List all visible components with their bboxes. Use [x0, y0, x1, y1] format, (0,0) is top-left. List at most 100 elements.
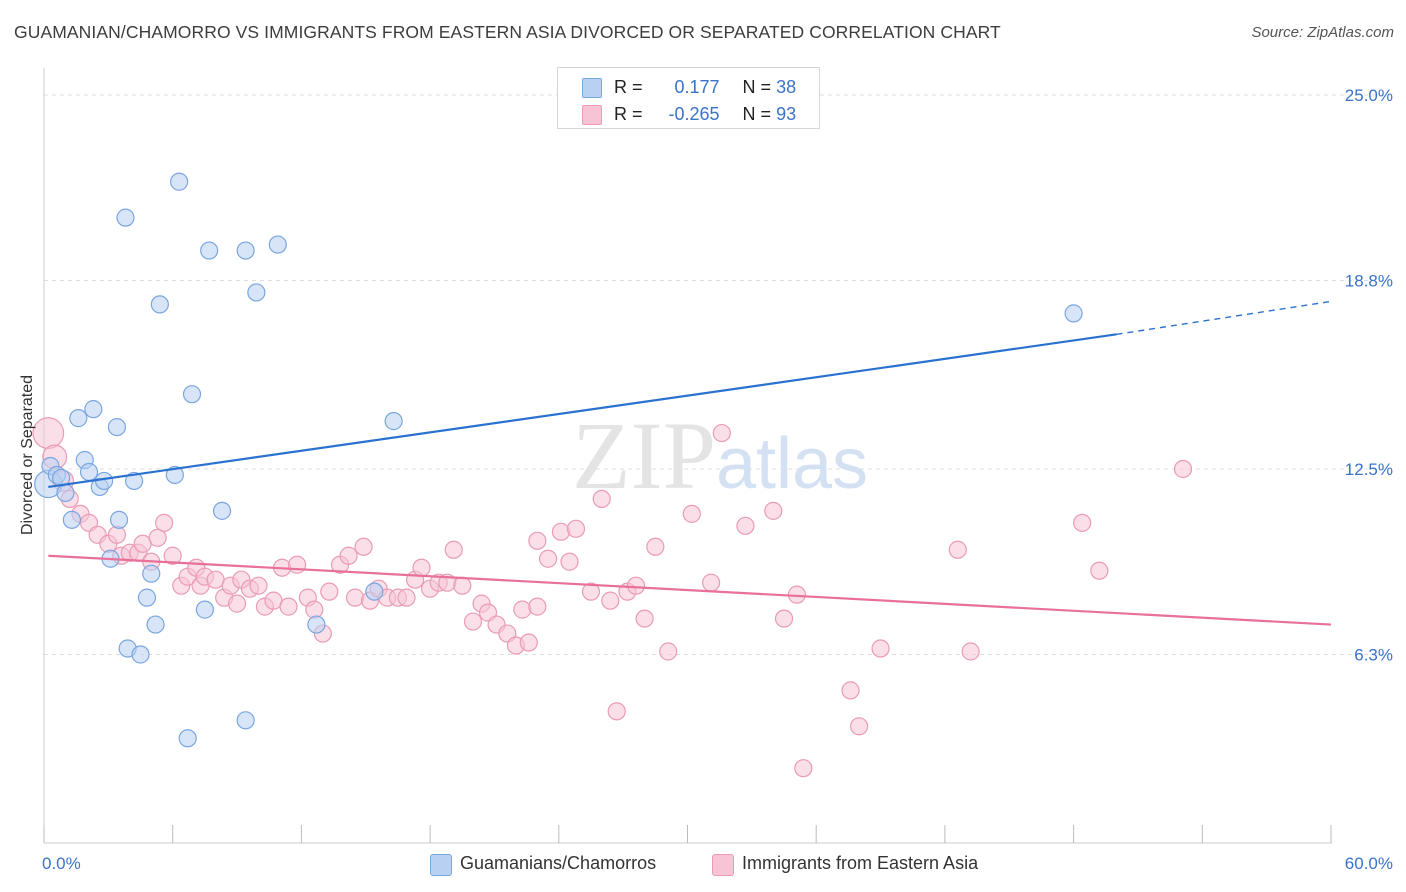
- data-point: [182, 385, 202, 404]
- data-point: [444, 540, 463, 559]
- data-point: [155, 513, 174, 532]
- data-point: [736, 516, 755, 535]
- trend-lines: [48, 300, 1332, 626]
- data-point: [607, 702, 626, 721]
- data-point: [288, 555, 307, 574]
- data-point: [646, 537, 665, 556]
- data-point: [1064, 304, 1083, 323]
- data-point: [519, 633, 538, 652]
- legend-label: Guamanians/Chamorros: [460, 853, 657, 873]
- data-point: [345, 588, 365, 607]
- x-tick-label-min: 0.0%: [42, 854, 81, 873]
- data-point: [124, 471, 144, 491]
- data-point: [1090, 561, 1109, 580]
- data-point: [84, 400, 103, 419]
- legend-text-blue: R = 0.177 N = 38: [614, 77, 796, 98]
- data-point: [1173, 459, 1193, 479]
- r-value: -0.265: [668, 104, 720, 124]
- data-point: [528, 531, 547, 550]
- data-point: [94, 471, 114, 491]
- legend-swatch-pink: [712, 854, 734, 876]
- n-value: 38: [776, 77, 797, 97]
- chart-title: GUAMANIAN/CHAMORRO VS IMMIGRANTS FROM EA…: [14, 22, 1001, 42]
- data-point: [305, 600, 324, 619]
- y-axis-label: Divorced or Separated: [19, 374, 36, 536]
- x-tick-label-max: 60.0%: [1345, 854, 1393, 873]
- data-point: [79, 462, 99, 482]
- data-point: [56, 483, 75, 503]
- legend-swatch-blue: [582, 78, 602, 98]
- data-point: [682, 504, 701, 523]
- tick-labels: 6.3% 12.5% 18.8% 25.0% 0.0% 60.0%: [42, 86, 1393, 873]
- data-point: [212, 501, 232, 520]
- data-point: [948, 540, 967, 559]
- data-point: [163, 546, 182, 565]
- data-point: [142, 564, 161, 583]
- pink-series-points: [32, 417, 1193, 778]
- legend-label: Immigrants from Eastern Asia: [742, 853, 979, 873]
- trend-line-pink: [48, 554, 1332, 626]
- n-label: N =: [742, 77, 772, 97]
- grid-lines: [44, 94, 1390, 655]
- data-point: [137, 588, 157, 607]
- data-point: [69, 409, 88, 428]
- data-point: [195, 600, 214, 619]
- y-tick-label: 25.0%: [1345, 86, 1393, 105]
- watermark: ZIPatlas: [572, 402, 868, 509]
- data-point: [794, 759, 813, 778]
- data-point: [32, 417, 65, 449]
- data-point: [513, 600, 532, 619]
- data-point: [412, 558, 431, 577]
- data-point: [200, 241, 219, 260]
- data-point: [560, 552, 579, 571]
- r-value: 0.177: [674, 77, 720, 97]
- data-point: [764, 501, 783, 520]
- data-point: [538, 549, 558, 568]
- data-point: [107, 525, 127, 544]
- data-point: [551, 522, 571, 541]
- data-point: [397, 588, 416, 607]
- data-point: [626, 576, 646, 595]
- watermark-atlas: atlas: [716, 424, 868, 504]
- data-point: [249, 576, 268, 595]
- data-point: [165, 465, 184, 485]
- data-point: [236, 241, 255, 260]
- data-point: [62, 510, 81, 529]
- data-point: [961, 642, 980, 661]
- data-point: [528, 597, 547, 616]
- data-point: [247, 283, 266, 302]
- data-point: [453, 576, 472, 595]
- data-point: [701, 573, 721, 592]
- data-point: [116, 208, 135, 227]
- data-point: [849, 717, 869, 736]
- data-point: [146, 615, 165, 634]
- data-point: [107, 417, 127, 437]
- n-label: N =: [742, 104, 772, 124]
- watermark-zip: ZIP: [572, 402, 716, 509]
- data-point: [170, 172, 189, 191]
- stats-legend: R = 0.177 N = 38 R = -0.265 N = 93: [557, 67, 820, 129]
- legend-swatch-blue: [430, 854, 452, 876]
- data-point: [365, 582, 384, 601]
- data-point: [354, 537, 373, 556]
- data-point: [871, 639, 890, 658]
- data-point: [227, 594, 247, 613]
- legend-swatch-pink: [582, 105, 602, 125]
- data-point: [841, 681, 860, 700]
- data-point: [581, 582, 601, 601]
- trend-line-blue: [48, 333, 1117, 489]
- data-point: [307, 615, 326, 634]
- data-point: [566, 519, 586, 538]
- data-point: [320, 582, 339, 601]
- data-point: [131, 645, 150, 664]
- data-point: [148, 528, 167, 547]
- data-point: [774, 609, 794, 628]
- data-point: [268, 235, 287, 254]
- r-label: R =: [614, 77, 643, 97]
- y-tick-label: 18.8%: [1345, 271, 1393, 290]
- source-credit: Source: ZipAtlas.com: [1251, 24, 1394, 41]
- trend-line-blue-extension: [1116, 300, 1332, 336]
- data-point: [592, 489, 611, 509]
- data-point: [236, 711, 255, 730]
- n-value: 93: [776, 104, 797, 124]
